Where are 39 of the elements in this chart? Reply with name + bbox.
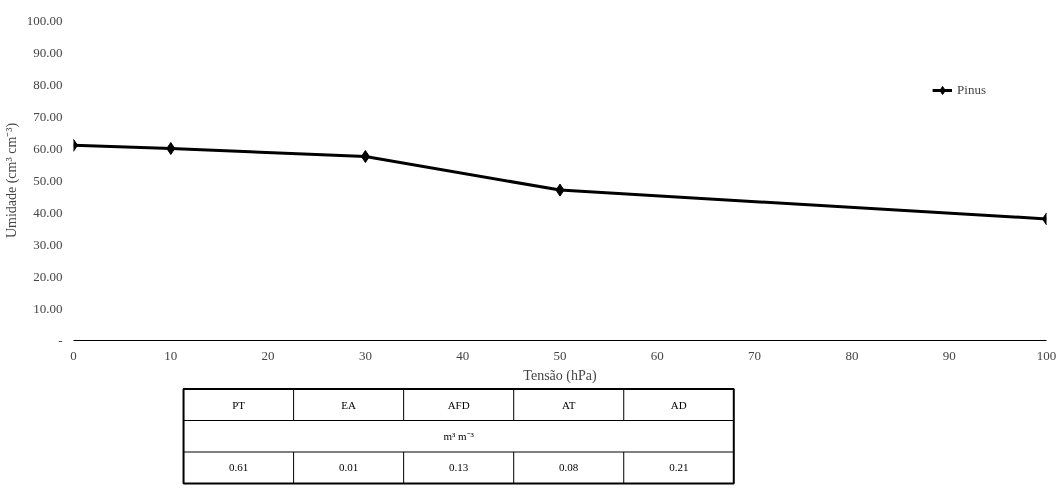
y-tick-label: 80.00 — [33, 76, 63, 92]
text: m³ m⁻³ — [443, 430, 475, 443]
x-tick-label: 40 — [456, 347, 470, 363]
y-tick-label: 40.00 — [33, 204, 63, 220]
category-label: PT — [232, 398, 246, 411]
x-tick-label: 0 — [70, 347, 77, 363]
point — [555, 183, 565, 197]
x-axis-title: Tensão (hPa) — [523, 367, 597, 384]
x-tick-label: 70 — [748, 347, 762, 363]
y-tick-label: 50.00 — [33, 172, 63, 188]
x-tick-label: 60 — [650, 347, 664, 363]
x-tick-label: 80 — [845, 347, 859, 363]
y-tick-label: - — [58, 332, 63, 348]
y-tick-label: 20.00 — [33, 268, 63, 284]
y-tick-label: 10.00 — [33, 300, 63, 316]
x-tick-label: 90 — [942, 347, 956, 363]
data-label: 0.08 — [559, 461, 579, 474]
data-label: 0.61 — [228, 461, 249, 474]
category-label: AT — [561, 398, 576, 411]
y-tick-label: 90.00 — [33, 44, 63, 60]
x-tick-label: 30 — [358, 347, 372, 363]
x-tick-label: 50 — [553, 347, 567, 363]
point — [360, 150, 370, 163]
y-tick-label: 100.00 — [26, 12, 63, 28]
category-label: AFD — [447, 398, 470, 411]
y-tick-label: 30.00 — [33, 236, 63, 252]
data-label: 0.21 — [669, 461, 689, 474]
x-tick-label: 10 — [164, 347, 178, 363]
y-axis-title: Umidade (cm³ cm⁻³) — [3, 122, 20, 239]
point — [166, 142, 176, 155]
y-tick-label: 70.00 — [33, 108, 63, 124]
legend-label: Pinus — [957, 82, 986, 98]
category-label: AD — [670, 398, 687, 411]
x-tick-label: 20 — [261, 347, 275, 363]
category-label: EA — [341, 398, 357, 411]
data-label: 0.01 — [338, 461, 359, 474]
x-tick-label: 100 — [1036, 347, 1057, 363]
y-tick-label: 60.00 — [33, 140, 63, 156]
data-label: 0.13 — [449, 461, 469, 474]
